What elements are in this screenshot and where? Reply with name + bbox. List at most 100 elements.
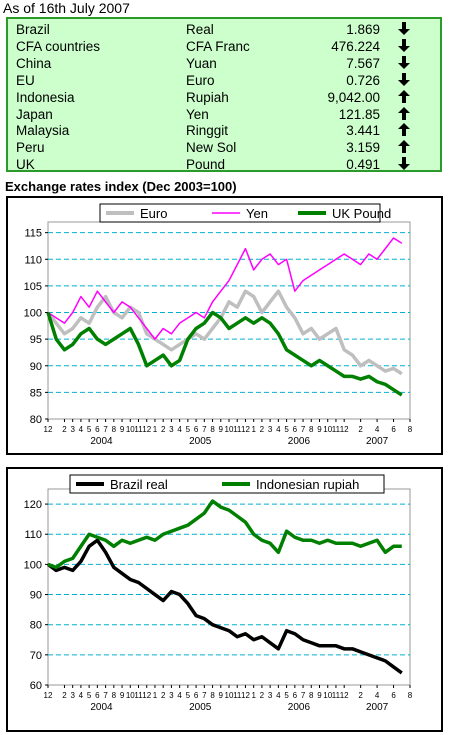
x-tick-label: 3: [268, 425, 273, 434]
country-name: UK: [16, 157, 35, 173]
x-tick-label: 12: [44, 425, 53, 434]
currency-name: New Sol: [186, 140, 237, 156]
x-tick-label: 10: [126, 425, 135, 434]
x-tick-label: 8: [112, 691, 117, 700]
x-year-label: 2007: [366, 702, 389, 713]
currency-name: CFA Franc: [186, 38, 250, 54]
x-tick-label: 3: [70, 691, 75, 700]
x-tick-label: 2: [260, 425, 265, 434]
legend-label-yen: Yen: [246, 206, 268, 221]
y-tick-label: 120: [24, 499, 42, 511]
x-tick-label: 1: [153, 425, 158, 434]
arrow-down-icon: [398, 38, 410, 55]
rate-row: China Yuan 7.567: [8, 55, 440, 73]
x-tick-label: 12: [142, 691, 151, 700]
y-tick-label: 80: [30, 414, 42, 426]
currency-name: Euro: [186, 72, 215, 88]
rate-value: 9,042.00: [327, 89, 380, 105]
y-tick-label: 95: [30, 334, 42, 346]
section-title: Exchange rates index (Dec 2003=100): [5, 179, 237, 194]
rate-row: Indonesia Rupiah 9,042.00: [8, 89, 440, 107]
x-tick-label: 2: [161, 691, 166, 700]
x-tick-label: 7: [301, 691, 306, 700]
country-name: Peru: [16, 140, 45, 156]
x-tick-label: 6: [194, 691, 199, 700]
x-tick-label: 11: [134, 691, 143, 700]
x-tick-label: 7: [202, 691, 207, 700]
x-tick-label: 2: [62, 691, 67, 700]
series-line-yen: [47, 237, 403, 340]
x-tick-label: 2: [358, 691, 363, 700]
x-tick-label: 10: [323, 425, 332, 434]
as-of-date: As of 16th July 2007: [3, 0, 130, 16]
x-tick-label: 12: [44, 691, 53, 700]
x-tick-label: 10: [126, 691, 135, 700]
series-line-real: [46, 538, 403, 675]
rate-row: CFA countries CFA Franc 476.224: [8, 38, 440, 56]
x-tick-label: 3: [268, 691, 273, 700]
x-tick-label: 8: [309, 691, 314, 700]
country-name: China: [16, 55, 52, 71]
y-tick-label: 105: [24, 281, 42, 293]
x-tick-label: 3: [169, 691, 174, 700]
y-tick-label: 100: [24, 308, 42, 320]
x-tick-label: 12: [340, 425, 349, 434]
x-tick-label: 7: [103, 691, 108, 700]
arrow-up-icon: [398, 123, 410, 139]
x-tick-label: 5: [186, 691, 191, 700]
x-tick-label: 6: [391, 425, 396, 434]
y-tick-label: 115: [24, 228, 42, 240]
x-tick-label: 11: [134, 425, 143, 434]
x-year-label: 2004: [90, 436, 113, 447]
rate-row: Brazil Real 1.869: [8, 22, 440, 39]
x-tick-label: 4: [276, 425, 281, 434]
y-tick-label: 85: [30, 387, 42, 399]
rate-value: 3.441: [346, 123, 380, 139]
chart-panel-1: 80 85 90 95 100 105 110 115 12 2 3 4 5 6 7 8 9 10 11 12 1 2 3 4…: [6, 196, 443, 455]
y-tick-label: 70: [30, 650, 42, 662]
chart-panel-2: 60 70 80 90 100 110 120 12 2 3 4 5 6 7 8 9 10 11 12 1 2 3 4 5 6 7…: [6, 467, 443, 732]
currency-name: Real: [186, 22, 214, 37]
x-tick-label: 10: [323, 691, 332, 700]
rate-value: 0.726: [346, 72, 380, 88]
x-tick-label: 3: [70, 425, 75, 434]
legend-label-euro: Euro: [140, 206, 167, 221]
x-tick-label: 10: [225, 425, 234, 434]
x-tick-label: 8: [112, 425, 117, 434]
y-tick-label: 90: [30, 361, 42, 373]
x-tick-label: 1: [153, 691, 158, 700]
x-tick-label: 1: [251, 425, 256, 434]
series-line-euro: [46, 289, 403, 376]
x-tick-label: 5: [87, 691, 92, 700]
currency-name: Pound: [186, 157, 226, 173]
x-tick-label: 11: [233, 691, 242, 700]
x-tick-label: 2: [161, 425, 166, 434]
x-tick-label: 8: [408, 425, 413, 434]
arrow-up-icon: [398, 140, 410, 156]
y-tick-label: 110: [24, 529, 42, 541]
x-tick-label: 9: [120, 425, 125, 434]
y-tick-label: 100: [24, 559, 42, 571]
x-tick-label: 11: [332, 691, 341, 700]
plot-area: [47, 488, 411, 686]
x-tick-label: 2: [358, 425, 363, 434]
x-tick-label: 5: [284, 691, 289, 700]
series-line-rupiah: [47, 499, 402, 570]
x-tick-label: 5: [87, 425, 92, 434]
x-tick-label: 8: [210, 691, 215, 700]
rate-value: 476.224: [331, 38, 380, 54]
x-tick-label: 7: [301, 425, 306, 434]
series-line-pound: [46, 310, 403, 397]
y-tick-label: 60: [30, 680, 42, 692]
x-tick-label: 4: [79, 425, 84, 434]
country-name: EU: [16, 72, 35, 88]
currency-name: Yuan: [186, 55, 217, 71]
legend-label-rupiah: Indonesian rupiah: [256, 477, 359, 492]
legend-label-real: Brazil real: [110, 477, 168, 492]
x-tick-label: 4: [177, 425, 182, 434]
x-tick-label: 8: [408, 691, 413, 700]
x-tick-label: 6: [293, 425, 298, 434]
exchange-rate-table: Brazil Real 1.869 CFA countries CFA Franc 476…: [6, 17, 442, 172]
arrow-up-icon: [398, 106, 410, 123]
